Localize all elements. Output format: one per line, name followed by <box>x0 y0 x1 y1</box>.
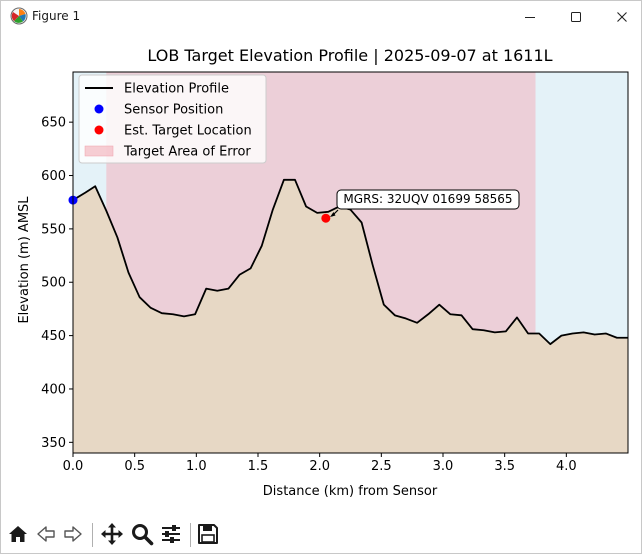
back-arrow-icon <box>37 526 55 542</box>
legend-label-target-area: Target Area of Error <box>123 145 251 160</box>
x-axis-ticks: 0.0 0.5 1.0 1.5 2.0 2.5 3.0 3.5 4.0 <box>63 453 577 474</box>
target-location-point <box>321 213 331 223</box>
x-tick-label: 2.0 <box>309 459 330 474</box>
x-tick-label: 1.5 <box>248 459 269 474</box>
plot-frame <box>72 71 629 454</box>
legend-frame <box>78 74 267 164</box>
legend-swatch-target-area <box>84 145 114 157</box>
x-tick-label: 0.0 <box>63 459 84 474</box>
legend-label-target-location: Est. Target Location <box>124 124 252 139</box>
toolbar-separator <box>190 523 191 547</box>
y-axis-ticks: 350 400 450 500 550 600 650 <box>41 116 73 451</box>
title-bar[interactable]: Figure 1 <box>1 1 641 32</box>
x-tick-label: 0.5 <box>124 459 145 474</box>
back-button[interactable] <box>32 521 60 547</box>
minimize-button[interactable] <box>507 1 553 32</box>
maximize-icon <box>571 11 581 22</box>
y-tick-label: 550 <box>41 222 66 237</box>
elevation-profile-chart: LOB Target Elevation Profile | 2025-09-0… <box>17 46 629 499</box>
navigation-toolbar <box>1 513 641 553</box>
close-icon <box>617 11 627 22</box>
chart-legend: Elevation Profile Sensor Position Est. T… <box>78 74 267 164</box>
x-axis-label: Distance (km) from Sensor <box>263 484 438 499</box>
maximize-button[interactable] <box>553 1 599 32</box>
x-tick-label: 3.0 <box>433 459 454 474</box>
annotation-text: MGRS: 32UQV 01699 58565 <box>343 192 512 206</box>
zoom-button[interactable] <box>128 521 156 547</box>
annotation-box <box>336 189 520 210</box>
figure-canvas[interactable]: LOB Target Elevation Profile | 2025-09-0… <box>1 32 641 511</box>
y-tick-label: 650 <box>41 116 66 131</box>
forward-button[interactable] <box>59 521 87 547</box>
y-tick-label: 600 <box>41 169 66 184</box>
elevation-profile-line <box>72 178 628 346</box>
y-tick-label: 400 <box>41 382 66 397</box>
window-title: Figure 1 <box>32 9 81 23</box>
configure-subplots-button[interactable] <box>157 521 185 547</box>
legend-label-sensor-position: Sensor Position <box>124 103 223 118</box>
annotation-arrow-head <box>330 212 336 217</box>
legend-swatch-sensor-position <box>94 104 104 114</box>
target-annotation: MGRS: 32UQV 01699 58565 <box>330 189 520 217</box>
zoom-magnifier-icon <box>132 524 154 546</box>
home-icon <box>9 526 27 542</box>
toolbar-separator <box>92 523 93 547</box>
save-button[interactable] <box>194 521 222 547</box>
x-tick-label: 2.5 <box>371 459 392 474</box>
x-tick-label: 1.0 <box>186 459 207 474</box>
close-button[interactable] <box>599 1 642 32</box>
sliders-icon <box>162 525 180 543</box>
legend-swatch-target-location <box>94 125 104 135</box>
matplotlib-logo-icon <box>10 7 28 25</box>
minimize-icon <box>525 16 535 18</box>
terrain-fill-area <box>73 179 628 453</box>
y-tick-label: 500 <box>41 276 66 291</box>
y-axis-label: Elevation (m) AMSL <box>17 196 32 324</box>
legend-label-elevation-profile: Elevation Profile <box>124 82 229 97</box>
home-button[interactable] <box>4 521 32 547</box>
forward-arrow-icon <box>64 526 82 542</box>
pan-move-icon <box>101 523 123 545</box>
y-tick-label: 350 <box>41 436 66 451</box>
x-tick-label: 3.5 <box>494 459 515 474</box>
chart-title: LOB Target Elevation Profile | 2025-09-0… <box>147 46 552 65</box>
pan-button[interactable] <box>98 521 126 547</box>
x-tick-label: 4.0 <box>556 459 577 474</box>
y-tick-label: 450 <box>41 329 66 344</box>
floppy-disk-icon <box>198 524 218 544</box>
